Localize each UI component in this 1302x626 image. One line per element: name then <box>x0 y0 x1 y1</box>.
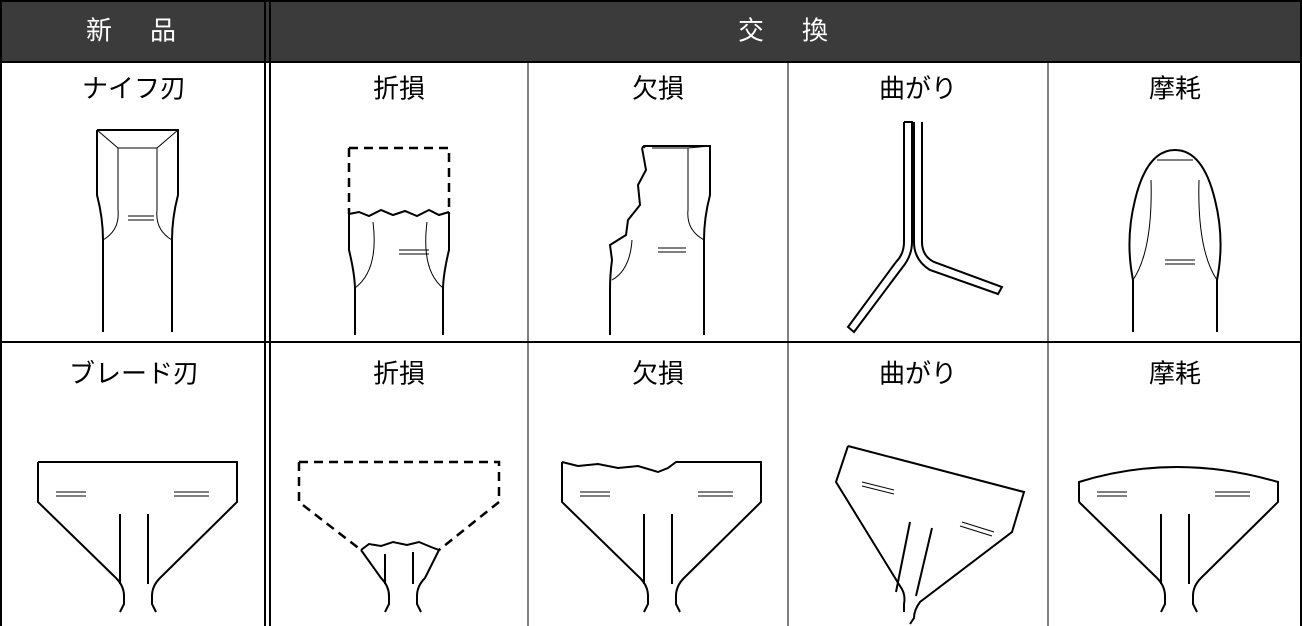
header-bg <box>0 0 1302 62</box>
blade-chipped <box>561 461 762 613</box>
knife-chipped <box>608 145 711 335</box>
cell-label: 折損 <box>373 360 425 390</box>
cell-label: 摩耗 <box>1149 75 1201 105</box>
cell-label: 折損 <box>373 75 425 105</box>
row-label: ブレード刃 <box>69 360 199 390</box>
blade-bent <box>834 445 1026 625</box>
knife-broken <box>347 146 451 335</box>
knife-new <box>96 129 179 332</box>
cell-label: 曲がり <box>879 75 957 105</box>
knife-worn <box>1128 148 1222 332</box>
cell-label: 摩耗 <box>1149 360 1201 390</box>
cell-label: 曲がり <box>879 360 957 390</box>
blade-broken <box>297 460 501 613</box>
header-replace: 交 換 <box>738 17 834 47</box>
header-new: 新 品 <box>86 17 182 47</box>
blade-new <box>37 461 238 613</box>
row-label: ナイフ刃 <box>82 75 186 105</box>
cell-label: 欠損 <box>632 360 684 390</box>
blade-worn <box>1078 466 1279 613</box>
cell-label: 欠損 <box>632 75 684 105</box>
knife-bent <box>846 121 1004 334</box>
